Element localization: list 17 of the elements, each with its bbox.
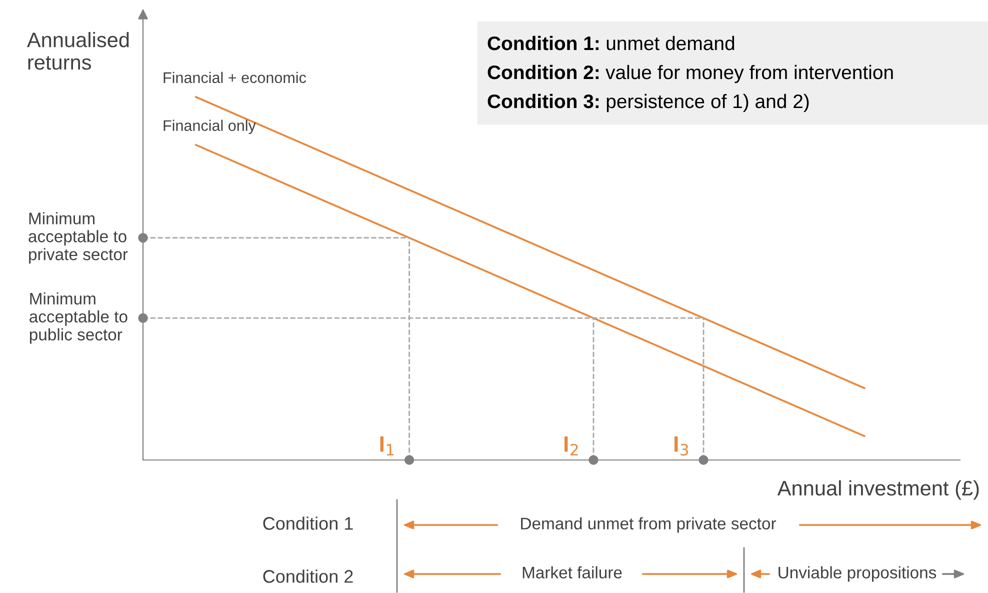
ref-line-label: Minimum acceptable to private sector bbox=[28, 212, 128, 264]
text: Condition 2 bbox=[263, 570, 353, 583]
text: Condition 1: unmet demand bbox=[488, 36, 734, 50]
text: Demand unmet from private sector bbox=[521, 517, 776, 533]
text: Unviable propositions bbox=[778, 566, 936, 582]
ref-line-label: Minimum acceptable to public sector bbox=[30, 292, 128, 344]
y-axis-title: Annualised returns bbox=[26, 32, 129, 70]
series-label: Financial only bbox=[164, 120, 256, 134]
text: Condition 1 bbox=[263, 516, 353, 530]
annotation: I$_{1}$ bbox=[380, 436, 394, 456]
annotation: Condition 3: persistence of 1) and 2) bbox=[488, 94, 809, 112]
x-axis-title: Annual investment (£) bbox=[777, 480, 979, 500]
text: Financial + economic bbox=[164, 72, 306, 84]
text: Condition 2: value for money from intervention bbox=[488, 64, 893, 84]
annotation: I$_{3}$ bbox=[674, 436, 688, 456]
annotation: I$_{2}$ bbox=[564, 436, 578, 456]
text: Market failure bbox=[522, 566, 622, 578]
